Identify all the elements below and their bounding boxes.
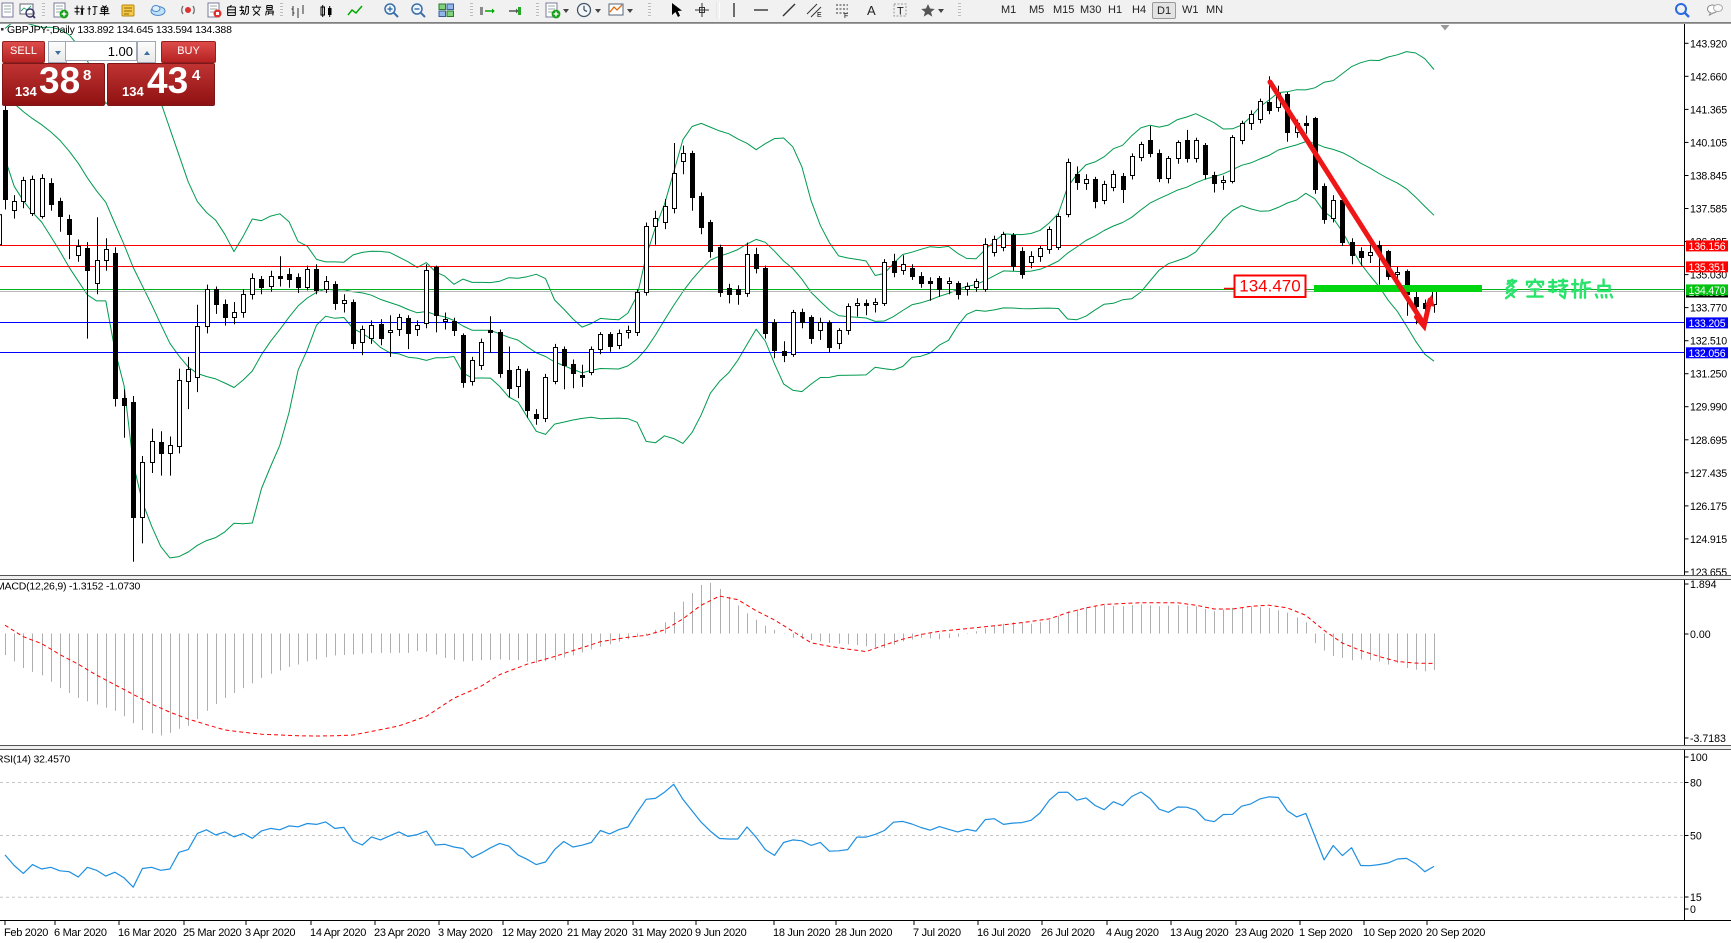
svg-text:6 Mar 2020: 6 Mar 2020 [54,927,107,939]
svg-text:128.695: 128.695 [1690,435,1727,447]
svg-text:20 Sep 2020: 20 Sep 2020 [1426,927,1485,939]
svg-text:134.470: 134.470 [1239,277,1300,296]
svg-text:21 May 2020: 21 May 2020 [567,927,627,939]
svg-text:143.920: 143.920 [1690,38,1727,50]
svg-text:E: E [817,12,822,19]
svg-text:0: 0 [1690,904,1696,916]
svg-text:F: F [844,13,848,19]
svg-text:141.365: 141.365 [1690,104,1727,116]
svg-text:140.105: 140.105 [1690,137,1727,149]
svg-text:129.990: 129.990 [1690,402,1727,414]
svg-text:127.435: 127.435 [1690,468,1727,480]
svg-text:A: A [867,3,876,18]
svg-text:15: 15 [1690,892,1702,904]
svg-text:134.470: 134.470 [1689,285,1726,297]
svg-text:GBPJPY-,Daily 133.892 134.64: GBPJPY-,Daily 133.892 134.645 133.594 13… [7,24,232,36]
svg-text:12 May 2020: 12 May 2020 [502,927,562,939]
svg-text:126.175: 126.175 [1690,501,1727,513]
svg-text:23 Apr 2020: 23 Apr 2020 [374,927,430,939]
svg-text:Feb 2020: Feb 2020 [4,927,48,939]
svg-text:31 May 2020: 31 May 2020 [632,927,692,939]
svg-text:RSI(14) 32.4570: RSI(14) 32.4570 [0,754,70,766]
svg-text:9 Jun 2020: 9 Jun 2020 [695,927,747,939]
svg-text:3 May 2020: 3 May 2020 [438,927,493,939]
svg-text:23 Aug 2020: 23 Aug 2020 [1235,927,1294,939]
svg-text:138.845: 138.845 [1690,171,1727,183]
svg-text:3 Apr 2020: 3 Apr 2020 [245,927,295,939]
svg-text:T: T [897,6,904,18]
svg-text:28 Jun 2020: 28 Jun 2020 [835,927,892,939]
svg-text:133.205: 133.205 [1689,318,1726,330]
svg-text:16 Mar 2020: 16 Mar 2020 [118,927,177,939]
svg-text:4 Aug 2020: 4 Aug 2020 [1106,927,1159,939]
svg-text:132.056: 132.056 [1689,348,1726,360]
svg-text:26 Jul 2020: 26 Jul 2020 [1041,927,1095,939]
svg-text:137.585: 137.585 [1690,204,1727,216]
svg-text:136.156: 136.156 [1689,241,1726,253]
svg-text:10 Sep 2020: 10 Sep 2020 [1363,927,1422,939]
svg-text:1.894: 1.894 [1690,579,1717,591]
svg-text:135.030: 135.030 [1690,270,1727,282]
svg-text:MACD(12,26,9) -1.3152 -1.0730: MACD(12,26,9) -1.3152 -1.0730 [0,581,141,593]
svg-text:80: 80 [1690,778,1702,790]
svg-text:14 Apr 2020: 14 Apr 2020 [310,927,366,939]
svg-text:7 Jul 2020: 7 Jul 2020 [913,927,961,939]
svg-text:132.510: 132.510 [1690,336,1727,348]
svg-text:25 Mar 2020: 25 Mar 2020 [183,927,242,939]
svg-text:133.770: 133.770 [1690,303,1727,315]
svg-text:131.250: 131.250 [1690,369,1727,381]
svg-text:-3.7183: -3.7183 [1690,733,1726,745]
svg-text:1 Sep 2020: 1 Sep 2020 [1299,927,1352,939]
svg-text:124.915: 124.915 [1690,534,1727,546]
svg-text:142.660: 142.660 [1690,71,1727,83]
svg-text:13 Aug 2020: 13 Aug 2020 [1170,927,1229,939]
svg-text:0.00: 0.00 [1690,629,1711,641]
svg-text:50: 50 [1690,831,1702,843]
svg-text:16 Jul 2020: 16 Jul 2020 [977,927,1031,939]
svg-text:135.351: 135.351 [1689,262,1726,274]
svg-text:18 Jun 2020: 18 Jun 2020 [773,927,830,939]
svg-text:100: 100 [1690,752,1708,764]
